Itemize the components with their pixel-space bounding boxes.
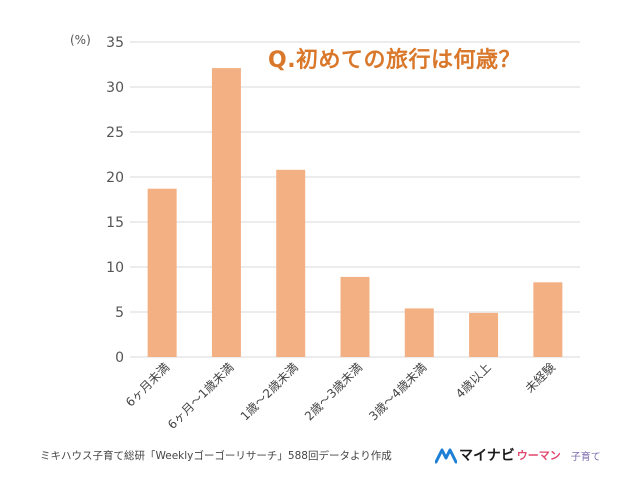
chart-title: Q.初めての旅行は何歳？ [268,48,522,73]
bar [276,169,306,357]
x-tick-label: 3歳～4歳未満 [366,360,429,423]
bar [469,312,499,357]
bar [147,188,177,357]
x-tick-label: 未経験 [522,360,558,396]
x-tick-label: 6ヶ月～1歳未満 [165,360,237,432]
y-axis-unit-label: (%) [70,33,91,47]
y-tick-label: 0 [115,350,124,366]
bar [340,276,370,357]
x-tick-label: 2歳～3歳未満 [302,360,365,423]
mynavi-logo-icon [435,448,457,464]
y-tick-label: 5 [115,305,124,321]
y-tick-label: 25 [106,125,124,141]
y-tick-label: 15 [106,215,124,231]
bar [211,68,241,357]
logo-sub-text: ウーマン [516,449,561,462]
y-tick-label: 30 [106,80,124,96]
logo-sub-text-2: 子育て [570,451,601,463]
brand-logo: マイナビ ウーマン 子育て [435,446,601,464]
logo-brand-text: マイナビ [459,448,515,464]
bar [404,308,434,357]
x-tick-label: 1歳～2歳未満 [238,360,301,423]
bar [533,282,563,357]
y-tick-label: 10 [106,260,124,276]
x-tick-label: 4歳以上 [453,360,494,401]
x-tick-label: 6ヶ月未満 [123,360,172,409]
source-note: ミキハウス子育て総研「Weeklyゴーゴーリサーチ」588回データより作成 [40,450,392,462]
y-tick-label: 35 [106,35,124,51]
y-tick-label: 20 [106,170,124,186]
